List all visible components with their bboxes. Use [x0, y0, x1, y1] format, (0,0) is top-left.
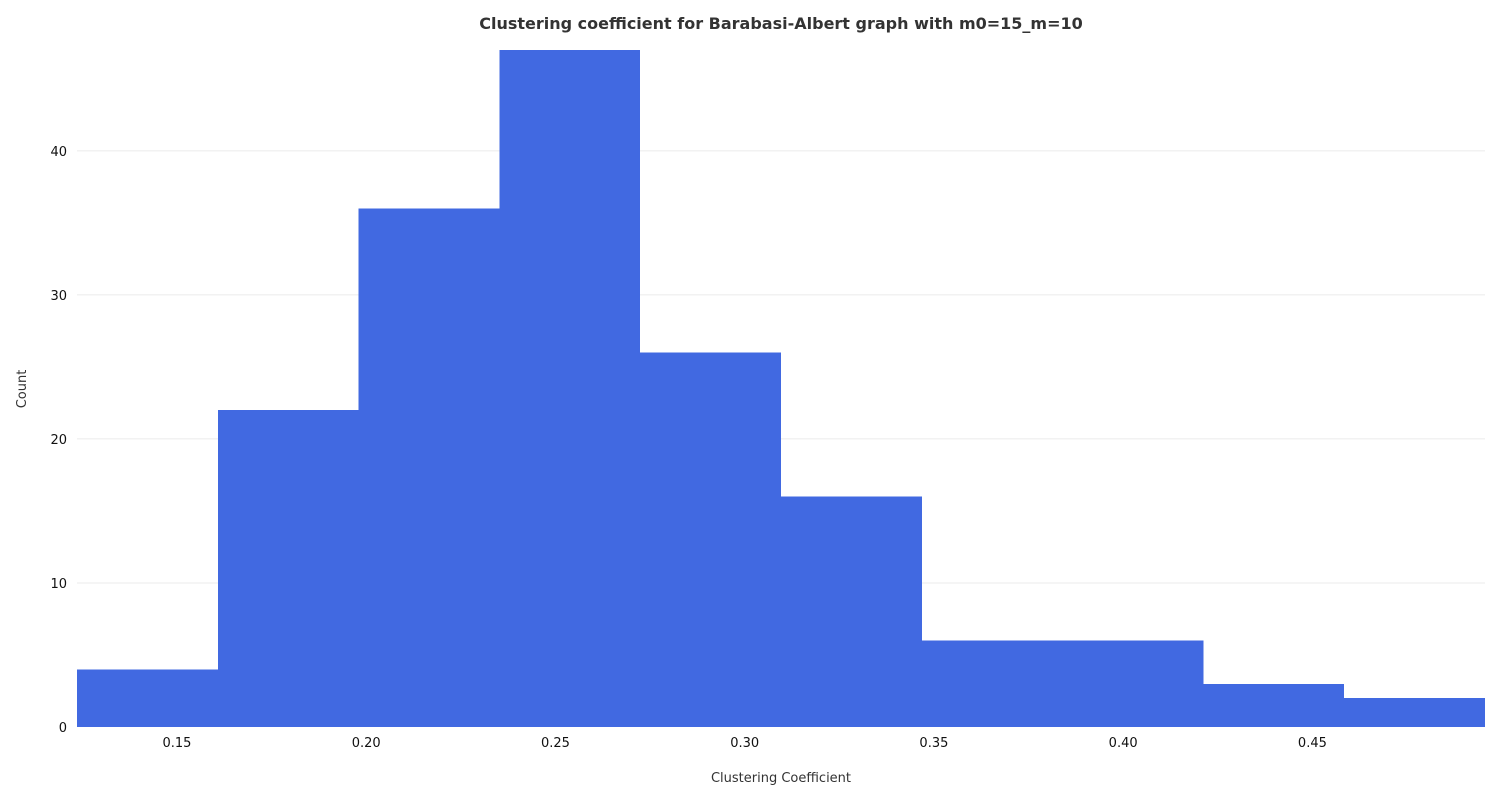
- y-tick-label: 10: [50, 577, 67, 592]
- histogram-bar: [358, 208, 500, 728]
- x-ticks: 0.15 0.20 0.25 0.30 0.35 0.40 0.45: [162, 736, 1326, 751]
- x-axis-label: Clustering Coefficient: [711, 771, 851, 786]
- x-tick-label: 0.20: [352, 736, 381, 751]
- y-axis-label: Count: [15, 370, 30, 409]
- histogram-bar: [1062, 640, 1204, 727]
- x-tick-label: 0.15: [162, 736, 191, 751]
- histogram-bar: [499, 50, 641, 727]
- x-tick-label: 0.25: [541, 736, 570, 751]
- histogram-bar: [781, 496, 922, 727]
- bars: [77, 50, 1485, 728]
- y-ticks: 0 10 20 30 40: [50, 145, 67, 736]
- chart-title: Clustering coefficient for Barabasi-Albe…: [479, 14, 1083, 33]
- y-tick-label: 30: [50, 289, 67, 304]
- x-tick-label: 0.30: [730, 736, 759, 751]
- histogram-bar: [77, 669, 218, 727]
- histogram-bar: [1203, 683, 1345, 727]
- y-tick-label: 40: [50, 145, 67, 160]
- x-tick-label: 0.40: [1109, 736, 1138, 751]
- y-tick-label: 20: [50, 433, 67, 448]
- histogram-bar: [217, 410, 359, 727]
- y-tick-label: 0: [59, 721, 67, 736]
- histogram-bar: [1344, 698, 1485, 727]
- histogram-bar: [640, 352, 781, 727]
- x-tick-label: 0.45: [1298, 736, 1327, 751]
- x-tick-label: 0.35: [919, 736, 948, 751]
- histogram-bar: [921, 640, 1063, 727]
